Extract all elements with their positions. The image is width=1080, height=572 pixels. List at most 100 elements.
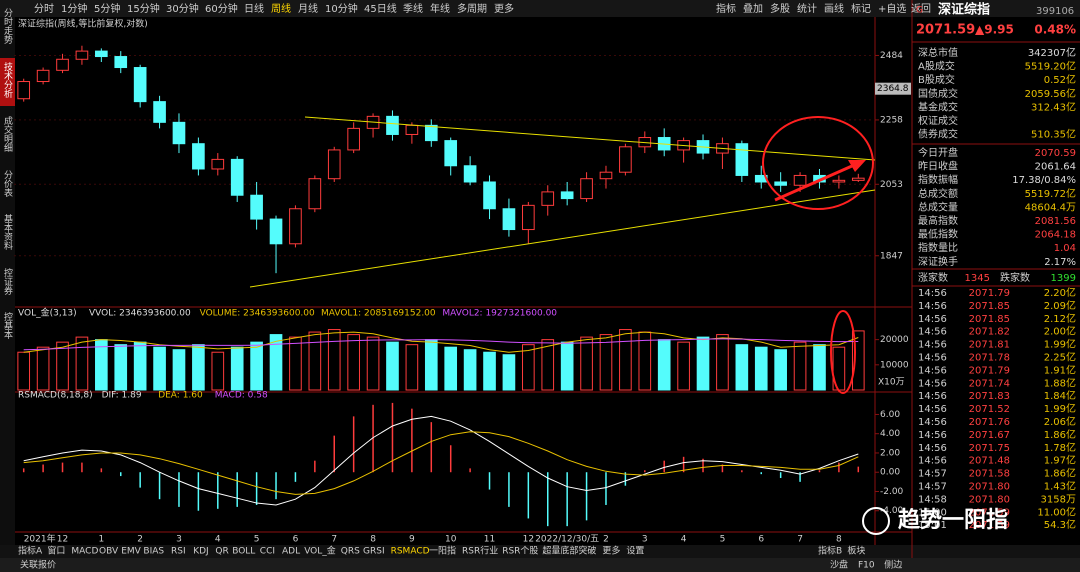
toolbar-button[interactable]: 叠加: [743, 3, 763, 15]
indicator-tab[interactable]: KDJ: [193, 547, 209, 557]
candle-body: [230, 158, 244, 196]
toolbar-button[interactable]: 年线: [430, 2, 450, 15]
tick-time: 14:56: [918, 404, 947, 415]
toolbar-button[interactable]: 周线: [271, 2, 291, 15]
indicator-tab[interactable]: EMV: [121, 547, 141, 557]
indicator-tab[interactable]: 一阳指: [429, 545, 456, 557]
toolbar-button[interactable]: 60分钟: [205, 2, 238, 15]
candle-body: [192, 143, 205, 170]
toolbar-button[interactable]: 标记: [851, 3, 871, 15]
toolbar-button[interactable]: 5分钟: [94, 2, 120, 15]
x-tick-label: 8: [370, 535, 376, 545]
tick-price: 2071.59: [969, 507, 1010, 518]
indicator-header: DEA: 1.60: [158, 391, 203, 401]
indicator-tab[interactable]: GRSI: [363, 547, 385, 557]
trend-line: [249, 189, 876, 288]
toolbar-button[interactable]: +自选: [878, 2, 906, 15]
candle-body: [386, 115, 399, 135]
stat-value: 2064.18: [1035, 230, 1076, 241]
y-tick-label: -4.00: [880, 506, 904, 516]
indicator-tab[interactable]: RSMACD: [391, 547, 430, 557]
arrow: [774, 164, 853, 202]
candle-body: [832, 179, 846, 183]
side-tab[interactable]: 成交明细: [2, 115, 13, 152]
side-tab[interactable]: 控证券: [2, 267, 13, 296]
toolbar-button[interactable]: 10分钟: [325, 2, 358, 15]
indicator-header: RSMACD(8,18,8): [18, 391, 93, 401]
status-button[interactable]: 侧边: [884, 559, 902, 571]
toolbar-button[interactable]: 统计: [797, 2, 817, 15]
toolbar-button[interactable]: 日线: [244, 2, 264, 15]
indicator-tab[interactable]: BIAS: [143, 547, 164, 557]
volume-bar: [386, 341, 399, 391]
side-tab[interactable]: 分价表: [2, 170, 13, 198]
side-tab[interactable]: 分时走势: [2, 8, 13, 45]
indicator-tab[interactable]: 超量底部突破: [542, 545, 596, 557]
x-tick-label: 10: [445, 535, 457, 545]
tick-price: 2071.58: [969, 469, 1010, 480]
stat-value: 342307亿: [1028, 46, 1076, 59]
toolbar-button[interactable]: 返回: [911, 3, 931, 15]
toolbar-button[interactable]: 15分钟: [127, 2, 160, 15]
stat-label: B股成交: [918, 73, 955, 86]
stat-value: 312.43亿: [1031, 100, 1076, 113]
tick-time: 15:00: [918, 507, 947, 518]
indicator-tab[interactable]: QR: [215, 547, 228, 557]
volume-bar: [172, 349, 186, 391]
indicator-tab[interactable]: BOLL: [232, 547, 255, 557]
indicator-tab[interactable]: 指标A: [18, 545, 43, 557]
indicator-tab[interactable]: RSI: [171, 547, 186, 557]
side-tab[interactable]: 控基本: [2, 311, 13, 340]
status-left[interactable]: 关联报价: [20, 559, 56, 571]
side-tab[interactable]: 基本资料: [2, 213, 13, 251]
indicator-tab[interactable]: CCI: [260, 547, 275, 557]
toolbar-button[interactable]: 季线: [403, 2, 423, 15]
indicator-tab[interactable]: RSR个股: [502, 546, 538, 557]
indicator-tab[interactable]: MACD: [71, 547, 98, 557]
indicator-tab[interactable]: 窗口: [47, 545, 65, 557]
toolbar-button[interactable]: 多周期: [457, 2, 487, 15]
toolbar-button[interactable]: 月线: [298, 2, 318, 15]
indicator-tab[interactable]: ADL: [282, 547, 300, 557]
toolbar-button[interactable]: 更多: [494, 2, 514, 15]
tick-time: 14:56: [918, 456, 947, 467]
indicator-tab[interactable]: OBV: [99, 547, 119, 557]
side-tab[interactable]: 技术分析: [2, 61, 13, 99]
status-button[interactable]: F10: [858, 561, 875, 571]
toolbar-button[interactable]: 指标: [716, 2, 736, 15]
indicator-tab[interactable]: QRS: [341, 547, 360, 557]
toolbar-button[interactable]: 分时: [34, 3, 54, 15]
indicator-header: MAVOL1: 2085169152.00: [321, 309, 436, 319]
status-button[interactable]: 沙盘: [830, 559, 848, 571]
toolbar-button[interactable]: 30分钟: [166, 2, 199, 15]
tick-volume: 2.25亿: [1044, 351, 1076, 364]
volume-bar: [347, 334, 360, 391]
candle-body: [522, 204, 535, 231]
indicator-tab[interactable]: VOL_金: [304, 545, 336, 557]
x-tick-label: 2: [137, 535, 143, 545]
indicator-line: [23, 415, 859, 506]
toolbar-button[interactable]: 1分钟: [61, 2, 87, 15]
toolbar-button[interactable]: 45日线: [364, 2, 397, 15]
stat-label: 总成交量: [918, 200, 958, 213]
x-tick-label: 7: [331, 535, 337, 545]
candle-body: [560, 191, 574, 200]
toolbar-button[interactable]: 画线: [824, 2, 844, 15]
tick-time: 15:01: [918, 520, 947, 531]
candle-body: [619, 146, 632, 173]
toolbar-button[interactable]: 多股: [770, 2, 790, 15]
indicator-tab[interactable]: RSR行业: [462, 545, 498, 557]
volume-bar: [541, 339, 555, 391]
indicator-tab[interactable]: 指标B: [818, 545, 842, 557]
indicator-tab[interactable]: 板块: [847, 545, 865, 557]
x-tick-label: 9: [409, 535, 415, 545]
tick-price: 2071.80: [969, 494, 1010, 505]
candle-body: [269, 218, 283, 245]
y-tick-label: 2.00: [880, 448, 900, 458]
stat-label: 总成交额: [918, 187, 958, 200]
last-price: 2071.59: [916, 23, 975, 38]
indicator-tab[interactable]: 更多: [602, 545, 620, 557]
stat-value: 1.04: [1054, 243, 1076, 254]
candle-body: [463, 165, 477, 183]
indicator-tab[interactable]: 设置: [626, 546, 644, 557]
